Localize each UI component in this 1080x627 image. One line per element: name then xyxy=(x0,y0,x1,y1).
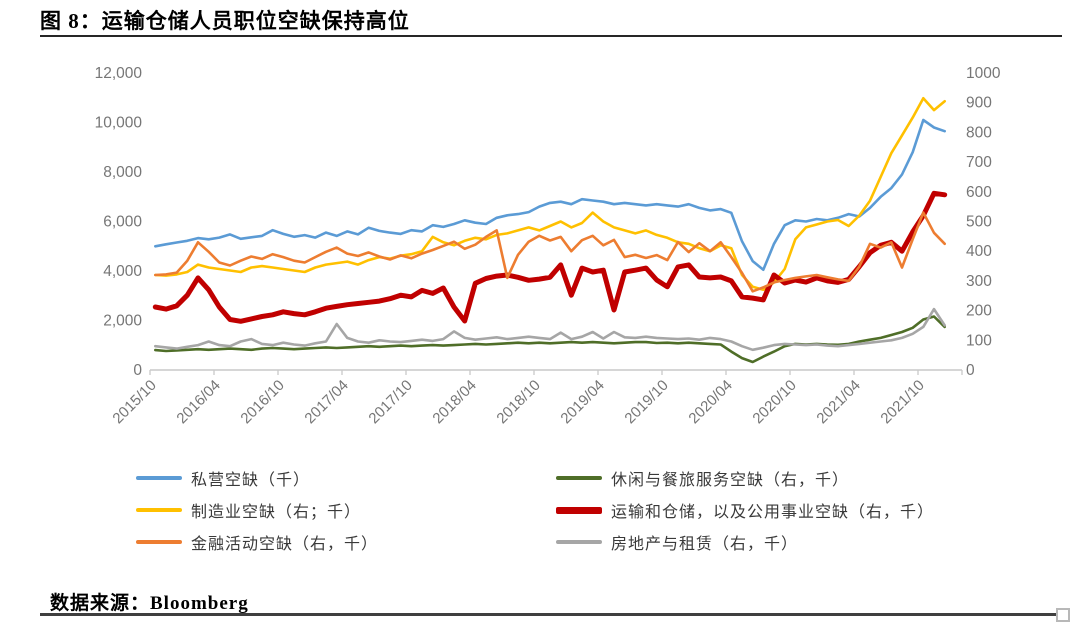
legend-item: 私营空缺（千） xyxy=(136,462,378,494)
left-axis-tick-label: 0 xyxy=(133,362,142,379)
chart-legend: 私营空缺（千） 制造业空缺（右；千） 金融活动空缺（右，千） 休闲与餐旅服务空缺（右… xyxy=(0,462,1080,572)
series-line-1 xyxy=(154,96,947,292)
right-axis-tick-label: 700 xyxy=(966,154,992,171)
corner-resize-square xyxy=(1056,608,1070,622)
left-axis-tick-label: 2,000 xyxy=(103,313,142,330)
legend-swatch-line xyxy=(136,476,182,480)
right-axis-tick-label: 200 xyxy=(966,303,992,320)
legend-column-left: 私营空缺（千） 制造业空缺（右；千） 金融活动空缺（右，千） xyxy=(136,462,378,558)
legend-label: 房地产与租赁（右，千） xyxy=(611,536,799,553)
x-axis-tick-label: 2018/04 xyxy=(429,377,479,427)
series-line-5 xyxy=(154,307,947,352)
x-axis-tick-label: 2016/04 xyxy=(173,377,223,427)
right-axis-tick-label: 1000 xyxy=(966,65,1001,82)
right-axis-tick-label: 0 xyxy=(966,362,975,379)
left-axis-tick-label: 6,000 xyxy=(103,214,142,231)
left-axis-tick-label: 10,000 xyxy=(95,115,143,132)
x-axis-tick-label: 2017/10 xyxy=(365,377,415,427)
right-axis-tick-label: 800 xyxy=(966,124,992,141)
bottom-divider-rule xyxy=(40,613,1062,616)
x-axis-tick-label: 2017/04 xyxy=(301,377,351,427)
x-axis-tick-label: 2021/10 xyxy=(877,377,927,427)
legend-swatch-line xyxy=(136,508,182,512)
right-axis-tick-label: 900 xyxy=(966,95,992,112)
legend-swatch-line xyxy=(556,540,602,544)
right-axis-tick-label: 500 xyxy=(966,214,992,231)
x-axis-tick-label: 2018/10 xyxy=(493,377,543,427)
x-axis-tick-label: 2015/10 xyxy=(109,377,159,427)
line-chart-canvas: 2015/10 2016/04 2016/10 2017/04 2017/10 2018/… xyxy=(95,65,1001,427)
legend-item: 制造业空缺（右；千） xyxy=(136,494,378,526)
legend-label: 金融活动空缺（右，千） xyxy=(191,536,379,553)
legend-label: 制造业空缺（右；千） xyxy=(191,504,362,521)
left-axis-tick-label: 4,000 xyxy=(103,263,142,280)
legend-item: 休闲与餐旅服务空缺（右，千） xyxy=(556,462,934,494)
right-axis-tick-label: 300 xyxy=(966,273,992,290)
series-line-4 xyxy=(152,190,948,324)
legend-swatch-line xyxy=(136,540,182,544)
legend-item: 运输和仓储，以及公用事业空缺（右，千） xyxy=(556,494,934,526)
legend-item: 金融活动空缺（右，千） xyxy=(136,526,378,558)
series-line-2 xyxy=(154,211,947,293)
right-axis-tick-label: 400 xyxy=(966,243,992,260)
legend-swatch-line xyxy=(556,506,602,514)
right-axis-tick-label: 600 xyxy=(966,184,992,201)
right-axis-tick-label: 100 xyxy=(966,332,992,349)
x-axis-tick-label: 2020/04 xyxy=(685,377,735,427)
x-axis-tick-label: 2021/04 xyxy=(813,377,863,427)
legend-label: 私营空缺（千） xyxy=(191,472,311,489)
legend-label: 休闲与餐旅服务空缺（右，千） xyxy=(611,472,850,489)
title-divider-rule xyxy=(40,35,1062,37)
series-line-0 xyxy=(154,118,947,272)
legend-swatch-line xyxy=(556,476,602,480)
x-axis-tick-label: 2020/10 xyxy=(749,377,799,427)
legend-label: 运输和仓储，以及公用事业空缺（右，千） xyxy=(611,504,935,521)
figure-title: 图 8：运输仓储人员职位空缺保持高位 xyxy=(40,9,410,33)
left-axis-tick-label: 12,000 xyxy=(95,65,143,82)
x-axis-tick-label: 2016/10 xyxy=(237,377,287,427)
legend-column-right: 休闲与餐旅服务空缺（右，千） 运输和仓储，以及公用事业空缺（右，千） 房地产与租赁（… xyxy=(556,462,934,558)
legend-item: 房地产与租赁（右，千） xyxy=(556,526,934,558)
data-source-label: 数据来源：Bloomberg xyxy=(50,593,249,614)
x-axis-tick-label: 2019/10 xyxy=(621,377,671,427)
left-axis-tick-label: 8,000 xyxy=(103,164,142,181)
x-axis-tick-label: 2019/04 xyxy=(557,377,607,427)
